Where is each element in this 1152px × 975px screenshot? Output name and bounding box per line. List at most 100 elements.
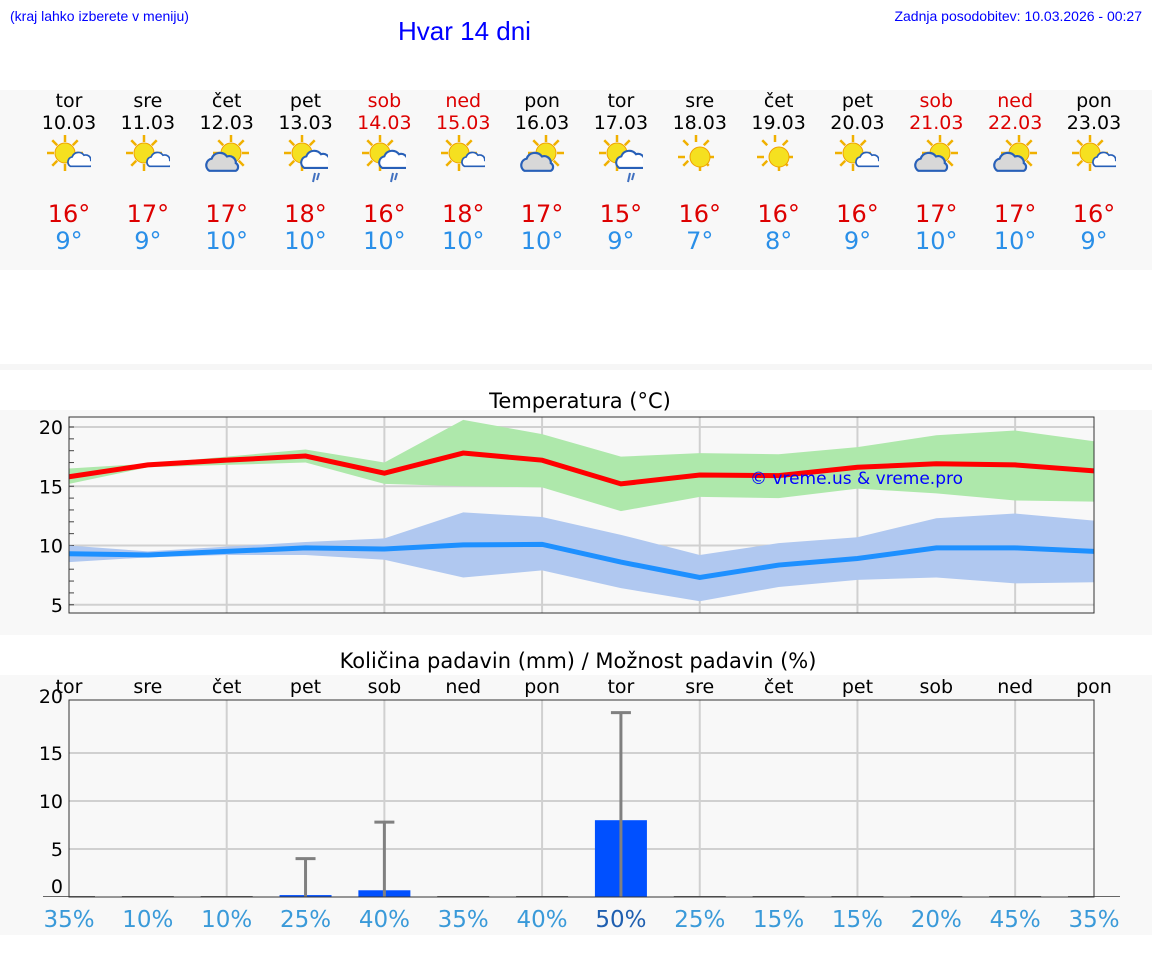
day-date: 15.03 (436, 112, 491, 134)
x-day-label: ned (997, 676, 1033, 698)
sunny-icon (756, 135, 801, 185)
max-temp: 17° (993, 200, 1037, 228)
min-temp: 7° (686, 227, 714, 255)
min-temp: 10° (915, 227, 958, 255)
max-temp: 16° (836, 200, 879, 228)
max-temp: 16° (1072, 200, 1116, 228)
max-temp: 15° (599, 200, 643, 228)
partly-cloudy-icon (1072, 135, 1119, 185)
precip-probability: 15% (753, 907, 804, 933)
day-date: 16.03 (514, 112, 570, 134)
day-date: 23.03 (1066, 112, 1122, 134)
chart-title: Temperatura (°C) (488, 389, 671, 413)
forecast-panel: tor 10.03 16° 9° sre 11.03 17° 9° čet 12.0… (0, 90, 1152, 270)
precip-probability: 15% (832, 907, 883, 933)
x-day-label: tor (56, 676, 83, 698)
x-day-label: sob (368, 676, 402, 698)
y-tick-label: 15 (39, 743, 63, 765)
min-temp: 10° (520, 227, 564, 255)
day-column: čet 12.03 17° 10° (187, 90, 267, 270)
day-name: tor (607, 90, 635, 112)
page-title: Hvar 14 dni (398, 16, 531, 46)
min-temp: 9° (843, 227, 872, 255)
day-column: pet 13.03 18° 10° (266, 90, 346, 270)
watermark: © vreme.us & vreme.pro (750, 469, 963, 489)
day-column: tor 10.03 16° 9° (29, 90, 109, 270)
x-day-label: tor (607, 676, 634, 698)
plot-frame (68, 416, 1095, 614)
precip-probability: 40% (517, 907, 568, 933)
x-day-label: sre (685, 676, 714, 698)
y-tick-label: 5 (51, 839, 63, 861)
day-column: ned 22.03 17° 10° (975, 90, 1055, 270)
max-temp: 16° (678, 200, 722, 228)
precip-probability: 20% (911, 907, 962, 933)
partly-cloudy-icon (835, 135, 882, 185)
day-date: 21.03 (909, 112, 964, 134)
mostly-cloudy-icon (914, 135, 959, 185)
x-day-label: pet (290, 676, 321, 698)
min-temp: 10° (363, 227, 406, 255)
min-temp: 9° (134, 227, 162, 255)
max-temp: 16° (47, 200, 91, 228)
day-column: sob 14.03 16° 10° (344, 90, 424, 270)
x-day-label: čet (764, 676, 794, 698)
min-temp: 10° (284, 227, 327, 255)
last-updated: Zadnja posodobitev: 10.03.2026 - 00:27 (894, 8, 1142, 24)
rain-showers-icon (362, 135, 411, 185)
day-column: sre 11.03 17° 9° (108, 90, 188, 270)
precip-probability: 35% (1068, 907, 1119, 933)
day-date: 20.03 (830, 112, 885, 134)
day-name: pet (841, 90, 874, 112)
day-column: tor 17.03 15° 9° (581, 90, 661, 270)
plot-frame (68, 699, 1095, 898)
rain-showers-icon (283, 135, 333, 185)
precip-probability: 45% (990, 907, 1041, 933)
precip-probability: 35% (43, 907, 94, 933)
day-name: čet (763, 90, 794, 112)
day-column: sre 18.03 16° 7° (660, 90, 740, 270)
day-date: 22.03 (987, 112, 1043, 134)
max-temp: 16° (363, 200, 406, 228)
day-name: tor (55, 90, 83, 112)
day-name: ned (445, 90, 482, 112)
x-day-label: sob (920, 676, 954, 698)
max-temp: 17° (126, 200, 170, 228)
rain-showers-icon (598, 135, 648, 185)
min-temp: 10° (205, 227, 248, 255)
day-date: 18.03 (672, 112, 727, 134)
day-column: ned 15.03 18° 10° (423, 90, 503, 270)
day-column: pon 16.03 17° 10° (502, 90, 582, 270)
day-name: sre (133, 90, 163, 112)
x-day-label: pet (842, 676, 873, 698)
min-temp-line (68, 541, 1095, 581)
y-tick-label: 15 (39, 476, 63, 498)
y-tick-label: 20 (39, 686, 63, 708)
day-date: 12.03 (199, 112, 254, 134)
day-column: pet 20.03 16° 9° (817, 90, 897, 270)
day-column: sob 21.03 17° 10° (896, 90, 976, 270)
day-name: pet (289, 90, 322, 112)
min-temp: 9° (55, 227, 83, 255)
min-temp-band (69, 512, 1094, 602)
min-temp: 9° (607, 227, 635, 255)
max-temp: 17° (520, 200, 564, 228)
y-tick-label: 5 (51, 595, 63, 617)
precip-probability: 50% (595, 907, 646, 933)
day-name: sre (685, 90, 715, 112)
x-day-label: pon (524, 676, 560, 698)
mostly-cloudy-icon (993, 135, 1038, 185)
y-tick-label: 10 (39, 536, 63, 558)
day-date: 19.03 (751, 112, 806, 134)
day-date: 11.03 (120, 112, 176, 134)
x-day-label: sre (133, 676, 162, 698)
max-temp: 18° (441, 200, 485, 228)
sunny-icon (677, 135, 722, 185)
min-temp: 8° (764, 227, 793, 255)
divider (0, 364, 1152, 370)
location-hint: (kraj lahko izberete v meniju) (10, 8, 189, 24)
day-column: pon 23.03 16° 9° (1054, 90, 1134, 270)
day-name: pon (1076, 90, 1112, 112)
precip-probability: 25% (674, 907, 725, 933)
